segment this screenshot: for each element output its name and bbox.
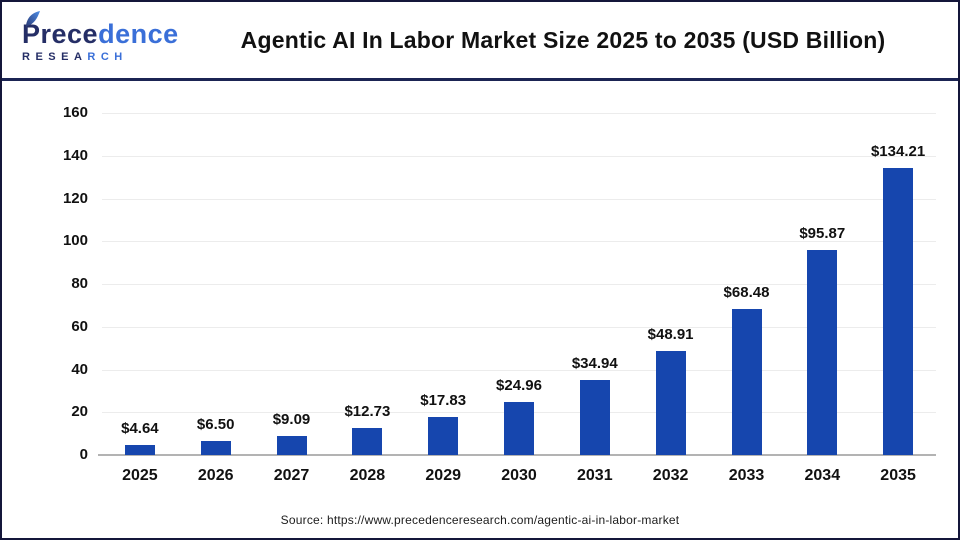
logo-wordmark: Precedence: [22, 21, 190, 48]
y-axis-tick-80: 80: [71, 275, 88, 292]
bar-chart: 0 20 40 60 80 100 120 140 160 $4.64 2025 $6.50 2026 $…: [2, 81, 958, 502]
logo-subtitle-primary: RESEA: [22, 51, 88, 63]
page-title: Agentic AI In Labor Market Size 2025 to …: [240, 26, 886, 53]
header: Precedence RESEARCH Agentic AI In Labor …: [2, 2, 958, 81]
logo-subtitle-secondary: RCH: [87, 51, 128, 63]
y-axis-tick-140: 140: [62, 146, 88, 164]
bar-2030: [504, 401, 534, 455]
bar-2027: [276, 435, 307, 455]
x-axis-label-2029: 2029: [425, 467, 461, 484]
leaf-icon: [25, 11, 40, 31]
bar-2031: [579, 380, 610, 455]
bar-value-2035: $134.21: [870, 143, 926, 161]
x-axis-label-2035: 2035: [880, 467, 916, 484]
gridline-80: [102, 284, 936, 285]
bar-2025: [124, 445, 155, 455]
bar-value-2034: $95.87: [799, 225, 846, 243]
logo-text-secondary: dence: [98, 19, 179, 49]
bar-2034: [807, 250, 838, 455]
logo-subtitle: RESEARCH: [22, 51, 190, 63]
bar-value-2032: $48.91: [647, 325, 694, 343]
bar-value-2025: $4.64: [121, 420, 159, 438]
bar-value-2030: $24.96: [496, 376, 542, 394]
gridline-100: [102, 241, 936, 243]
y-axis-tick-100: 100: [62, 232, 88, 250]
x-axis-label-2027: 2027: [273, 467, 310, 484]
gridline-60: [102, 326, 936, 328]
gridline-140: [102, 155, 936, 157]
gridline-120: [102, 198, 936, 200]
x-axis-label-2034: 2034: [804, 467, 841, 484]
bar-value-2031: $34.94: [571, 355, 618, 373]
x-axis-label-2025: 2025: [122, 467, 158, 484]
y-axis-tick-40: 40: [71, 360, 88, 378]
x-axis-label-2031: 2031: [577, 467, 613, 484]
precedence-research-logo: Precedence RESEARCH: [22, 11, 190, 63]
gridline-160: [102, 113, 936, 114]
bar-2029: [428, 416, 459, 455]
x-axis-label-2032: 2032: [652, 467, 689, 484]
y-axis-tick-60: 60: [71, 317, 88, 335]
y-axis-tick-20: 20: [71, 403, 88, 421]
logo-text-primary: Prece: [22, 19, 99, 49]
x-axis-label-2026: 2026: [197, 467, 234, 484]
bar-2032: [655, 350, 686, 455]
gridline-40: [102, 369, 936, 371]
bar-value-2029: $17.83: [420, 391, 467, 409]
footer: Source: https://www.precedenceresearch.c…: [2, 502, 958, 538]
y-axis-tick-160: 160: [62, 104, 88, 121]
bar-2035: [883, 168, 914, 455]
bar-2026: [200, 441, 231, 455]
x-axis-label-2033: 2033: [728, 467, 765, 484]
y-axis-tick-0: 0: [79, 446, 88, 463]
bar-value-2026: $6.50: [196, 416, 235, 434]
bar-value-2028: $12.73: [344, 402, 391, 420]
bar-2033: [731, 308, 762, 455]
y-axis-tick-120: 120: [62, 189, 88, 207]
bar-value-2027: $9.09: [272, 410, 311, 428]
bar-2028: [352, 427, 383, 455]
bar-value-2033: $68.48: [723, 283, 770, 301]
source-note: Source: https://www.precedenceresearch.c…: [280, 513, 680, 527]
x-axis-label-2028: 2028: [349, 467, 386, 484]
x-axis-label-2030: 2030: [501, 467, 537, 484]
x-axis-line: [98, 454, 936, 456]
